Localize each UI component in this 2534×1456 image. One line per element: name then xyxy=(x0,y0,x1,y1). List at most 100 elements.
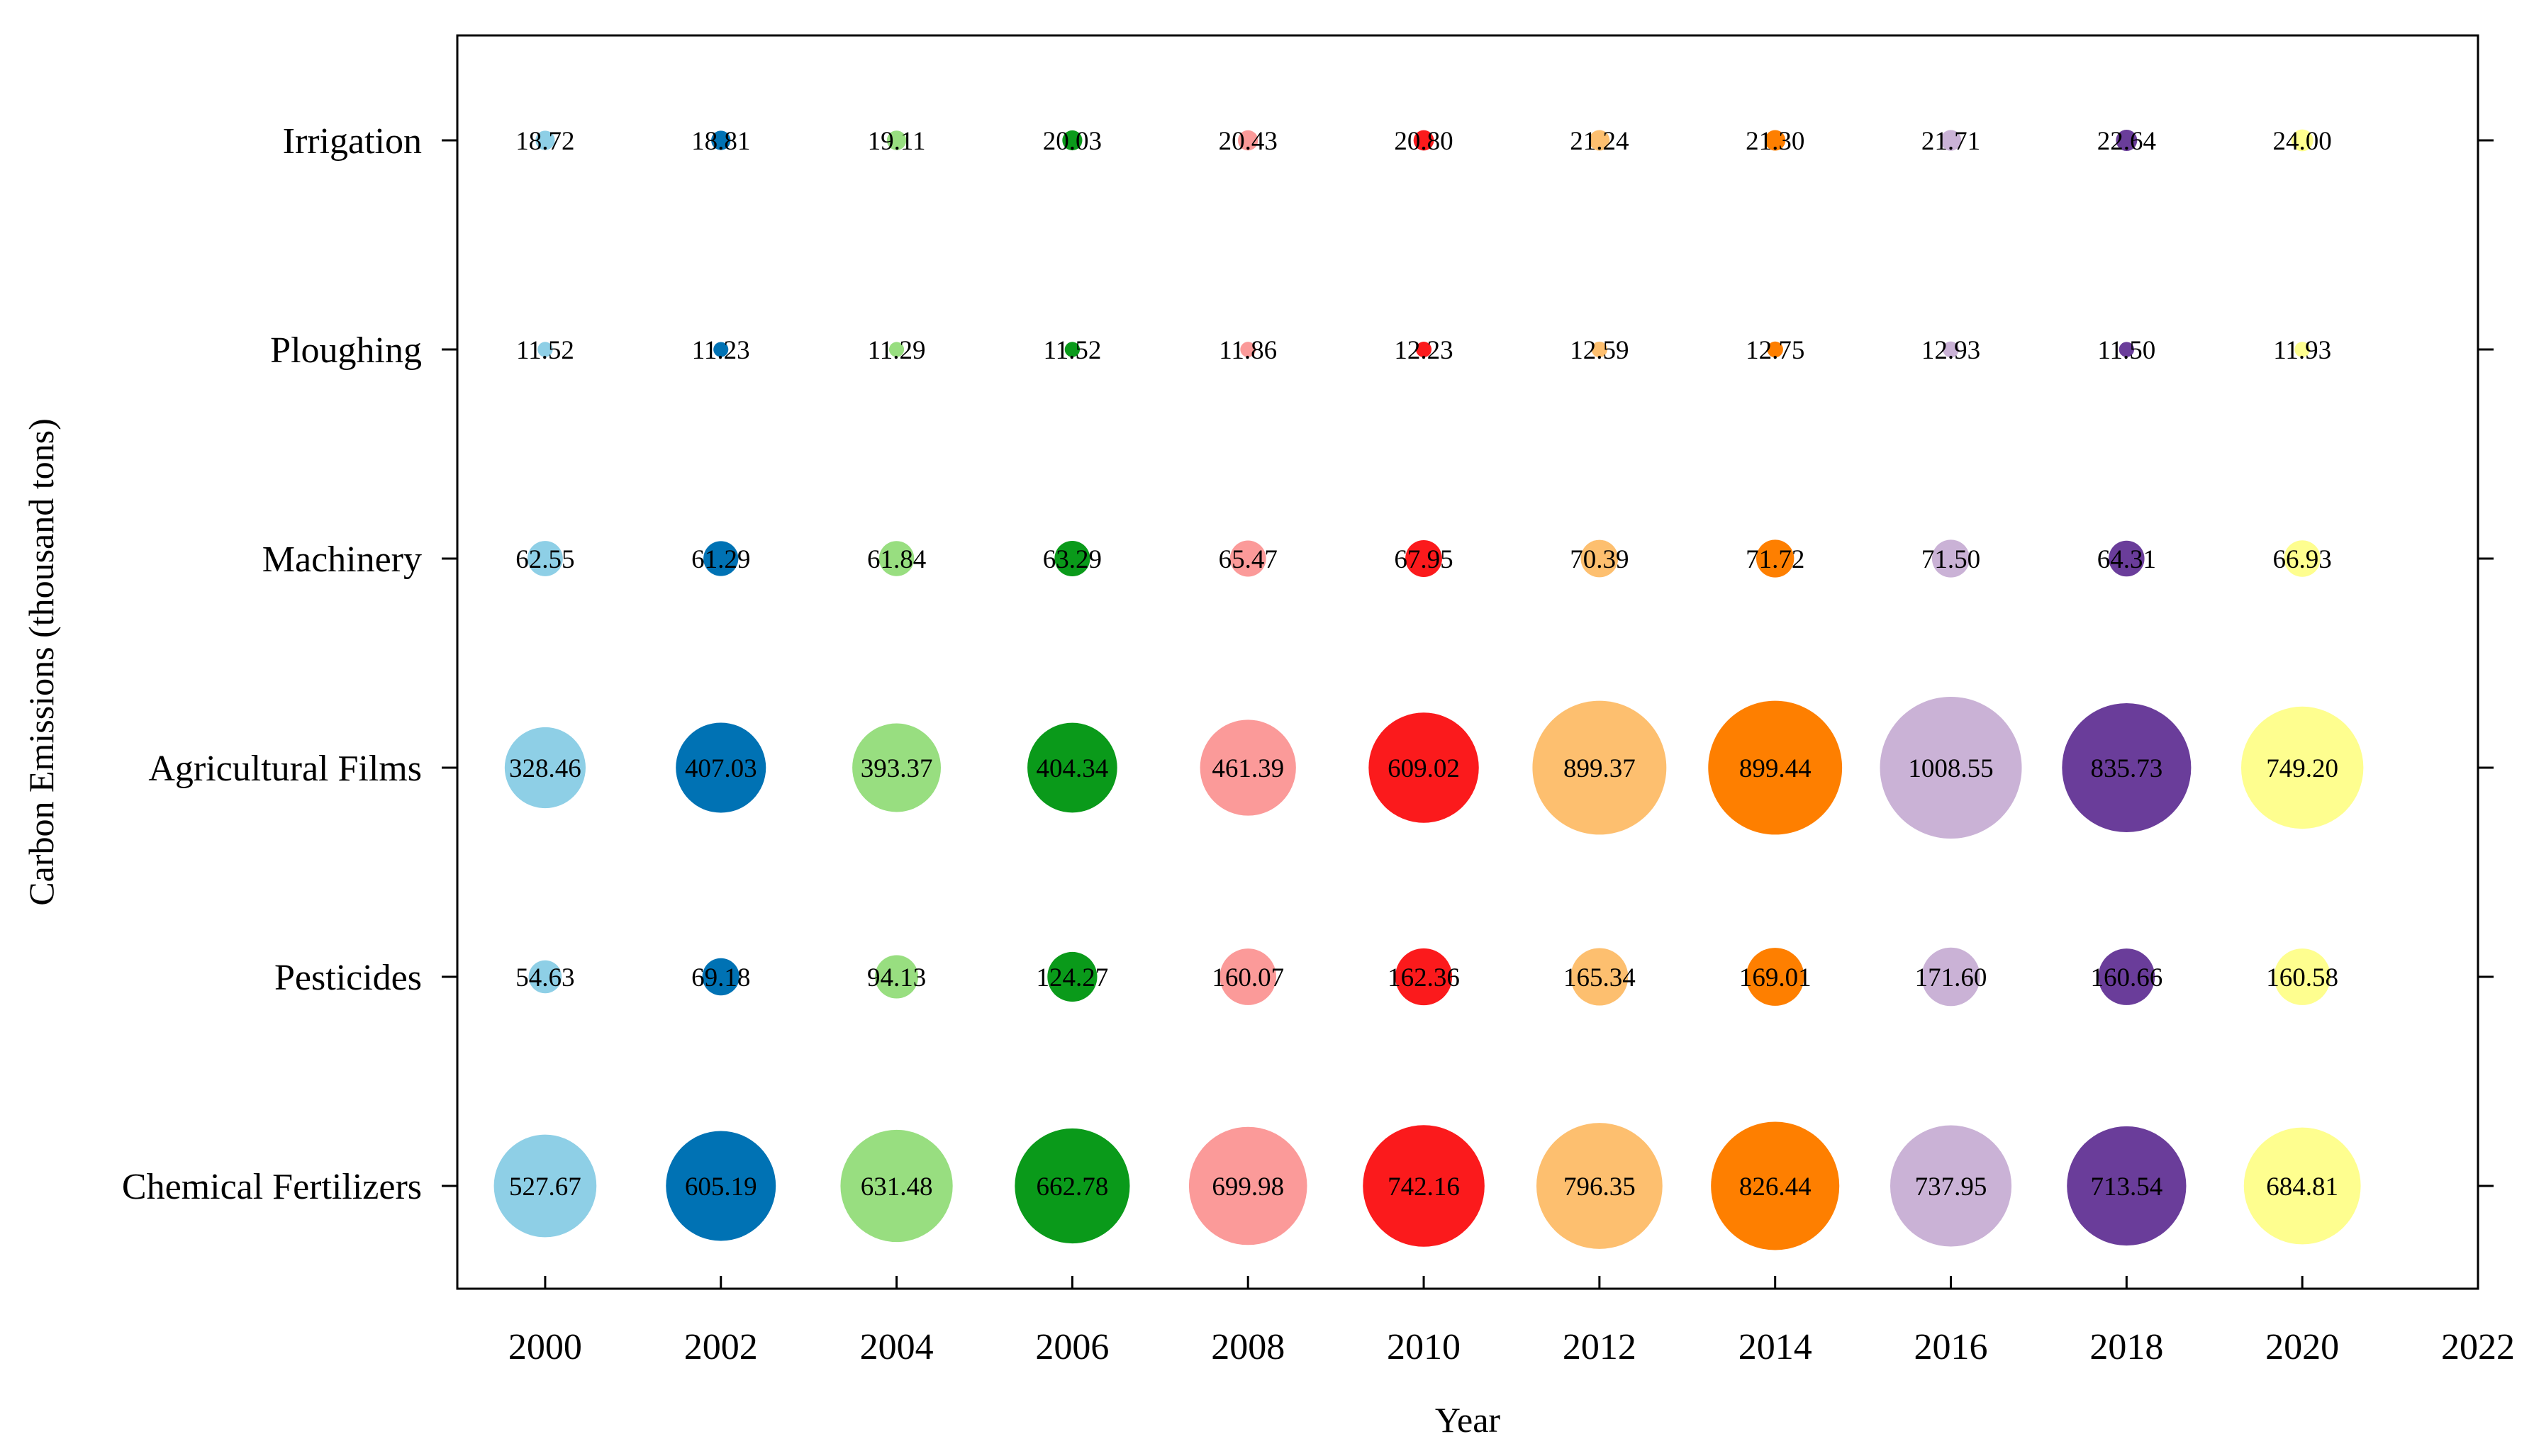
bubble-irrigation-2018 xyxy=(2116,130,2138,151)
data-label-chemical-fertilizers-2008: 699.98 xyxy=(1212,1172,1284,1202)
x-tick-label-2020: 2020 xyxy=(2265,1327,2339,1367)
data-label-machinery-2012: 70.39 xyxy=(1570,545,1629,574)
data-label-machinery-2008: 65.47 xyxy=(1219,545,1278,574)
data-label-chemical-fertilizers-2020: 684.81 xyxy=(2266,1172,2338,1202)
data-label-irrigation-2004: 19.11 xyxy=(868,127,926,156)
bubble-chemical-fertilizers-2010 xyxy=(1363,1125,1485,1247)
axis-ticks: 2000 2002 2004 2006 2008 2010 2012 2014 2016 2018… xyxy=(122,121,2515,1367)
data-label-machinery-2010: 67.95 xyxy=(1394,545,1453,574)
data-label-pesticides-2014: 169.01 xyxy=(1739,963,1812,992)
bubble-agricultural-films-2000 xyxy=(504,727,586,809)
data-label-irrigation-2012: 21.24 xyxy=(1570,127,1629,156)
y-axis-title: Carbon Emissions (thousand tons) xyxy=(21,418,61,905)
bubble-irrigation-2012 xyxy=(1589,130,1610,151)
data-label-ploughing-2006: 11.52 xyxy=(1043,336,1101,365)
data-label-pesticides-2016: 171.60 xyxy=(1915,963,1987,992)
data-label-agricultural-films-2010: 609.02 xyxy=(1388,754,1460,783)
bubble-chemical-fertilizers-2002 xyxy=(666,1131,776,1241)
bubble-irrigation-2002 xyxy=(711,130,731,150)
data-label-chemical-fertilizers-2010: 742.16 xyxy=(1388,1172,1460,1202)
y-tick-label-chemical-fertilizers: Chemical Fertilizers xyxy=(122,1167,422,1207)
data-label-machinery-2020: 66.93 xyxy=(2273,545,2332,574)
bubble-pesticides-2008 xyxy=(1219,948,1277,1005)
data-label-irrigation-2014: 21.30 xyxy=(1746,127,1804,156)
data-label-ploughing-2008: 11.86 xyxy=(1219,336,1277,365)
y-tick-label-irrigation: Irrigation xyxy=(283,121,422,162)
data-label-chemical-fertilizers-2004: 631.48 xyxy=(861,1172,933,1202)
bubble-agricultural-films-2010 xyxy=(1368,712,1479,823)
bubble-ploughing-2008 xyxy=(1240,342,1256,357)
data-label-machinery-2014: 71.72 xyxy=(1746,545,1804,574)
bubble-layer xyxy=(493,129,2364,1250)
bubble-machinery-2002 xyxy=(703,541,739,576)
data-label-ploughing-2014: 12.75 xyxy=(1746,336,1804,365)
bubble-chemical-fertilizers-2020 xyxy=(2243,1127,2361,1245)
bubble-irrigation-2016 xyxy=(1940,130,1962,151)
data-label-machinery-2006: 63.29 xyxy=(1043,545,1102,574)
data-label-agricultural-films-2014: 899.44 xyxy=(1739,754,1812,783)
data-label-ploughing-2004: 11.29 xyxy=(868,336,926,365)
bubble-chemical-fertilizers-2018 xyxy=(2067,1126,2187,1246)
bubble-pesticides-2018 xyxy=(2098,948,2155,1005)
bubble-irrigation-2000 xyxy=(535,130,555,150)
data-label-irrigation-2010: 20.80 xyxy=(1394,127,1453,156)
data-label-pesticides-2012: 165.34 xyxy=(1563,963,1636,992)
bubble-irrigation-2014 xyxy=(1765,130,1786,151)
data-label-chemical-fertilizers-2018: 713.54 xyxy=(2090,1172,2162,1202)
x-tick-label-2000: 2000 xyxy=(508,1327,582,1367)
data-label-ploughing-2018: 11.50 xyxy=(2097,336,2155,365)
bubble-agricultural-films-2006 xyxy=(1027,722,1117,813)
data-label-ploughing-2016: 12.93 xyxy=(1921,336,1980,365)
bubble-agricultural-films-2014 xyxy=(1708,700,1843,835)
bubble-chemical-fertilizers-2014 xyxy=(1711,1121,1840,1250)
bubble-pesticides-2012 xyxy=(1570,948,1629,1006)
bubble-chemical-fertilizers-2012 xyxy=(1536,1123,1663,1249)
bubble-chemical-fertilizers-2004 xyxy=(840,1129,953,1243)
data-label-agricultural-films-2018: 835.73 xyxy=(2090,754,2162,783)
bubble-ploughing-2002 xyxy=(713,342,729,357)
data-label-ploughing-2012: 12.59 xyxy=(1570,336,1629,365)
data-label-pesticides-2010: 162.36 xyxy=(1388,963,1460,992)
bubble-pesticides-2004 xyxy=(875,955,919,999)
y-tick-label-agricultural-films: Agricultural Films xyxy=(148,749,422,789)
data-label-irrigation-2008: 20.43 xyxy=(1219,127,1278,156)
bubble-machinery-2018 xyxy=(2109,540,2145,577)
data-label-irrigation-2020: 24.00 xyxy=(2273,127,2332,156)
data-label-ploughing-2010: 12.23 xyxy=(1394,336,1453,365)
bubble-machinery-2010 xyxy=(1405,540,1442,577)
bubble-agricultural-films-2018 xyxy=(2062,702,2192,833)
bubble-agricultural-films-2008 xyxy=(1200,719,1296,816)
data-label-ploughing-2002: 11.23 xyxy=(692,336,750,365)
x-tick-label-2022: 2022 xyxy=(2441,1327,2515,1367)
data-label-irrigation-2016: 21.71 xyxy=(1921,127,1980,156)
bubble-chemical-fertilizers-2016 xyxy=(1890,1125,2012,1247)
y-tick-label-machinery: Machinery xyxy=(262,539,422,580)
bubble-irrigation-2010 xyxy=(1413,130,1434,151)
x-tick-label-2002: 2002 xyxy=(684,1327,758,1367)
bubble-agricultural-films-2016 xyxy=(1880,697,2022,839)
data-label-pesticides-2018: 160.66 xyxy=(2090,963,2162,992)
x-tick-label-2016: 2016 xyxy=(1914,1327,1988,1367)
bubble-pesticides-2002 xyxy=(702,958,739,996)
bubble-ploughing-2012 xyxy=(1591,341,1608,358)
bubble-irrigation-2008 xyxy=(1237,130,1258,151)
bubble-agricultural-films-2012 xyxy=(1532,700,1667,835)
bubble-machinery-2004 xyxy=(878,541,915,576)
data-label-pesticides-2020: 160.58 xyxy=(2266,963,2338,992)
data-label-agricultural-films-2016: 1008.55 xyxy=(1908,754,1993,783)
bubble-chemical-fertilizers-2006 xyxy=(1015,1128,1130,1244)
data-label-ploughing-2000: 11.52 xyxy=(516,336,574,365)
data-label-chemical-fertilizers-2012: 796.35 xyxy=(1563,1172,1636,1202)
x-tick-label-2012: 2012 xyxy=(1563,1327,1636,1367)
data-label-pesticides-2006: 124.27 xyxy=(1037,963,1109,992)
bubble-irrigation-2020 xyxy=(2291,129,2313,152)
data-label-pesticides-2002: 69.18 xyxy=(691,963,750,992)
bubble-ploughing-2020 xyxy=(2294,342,2311,357)
data-label-machinery-2002: 61.29 xyxy=(691,545,750,574)
bubble-ploughing-2006 xyxy=(1064,342,1081,357)
data-label-chemical-fertilizers-2000: 527.67 xyxy=(509,1172,581,1202)
bubble-pesticides-2000 xyxy=(528,960,562,994)
bubble-pesticides-2016 xyxy=(1921,947,1980,1007)
bubble-machinery-2000 xyxy=(528,541,563,576)
